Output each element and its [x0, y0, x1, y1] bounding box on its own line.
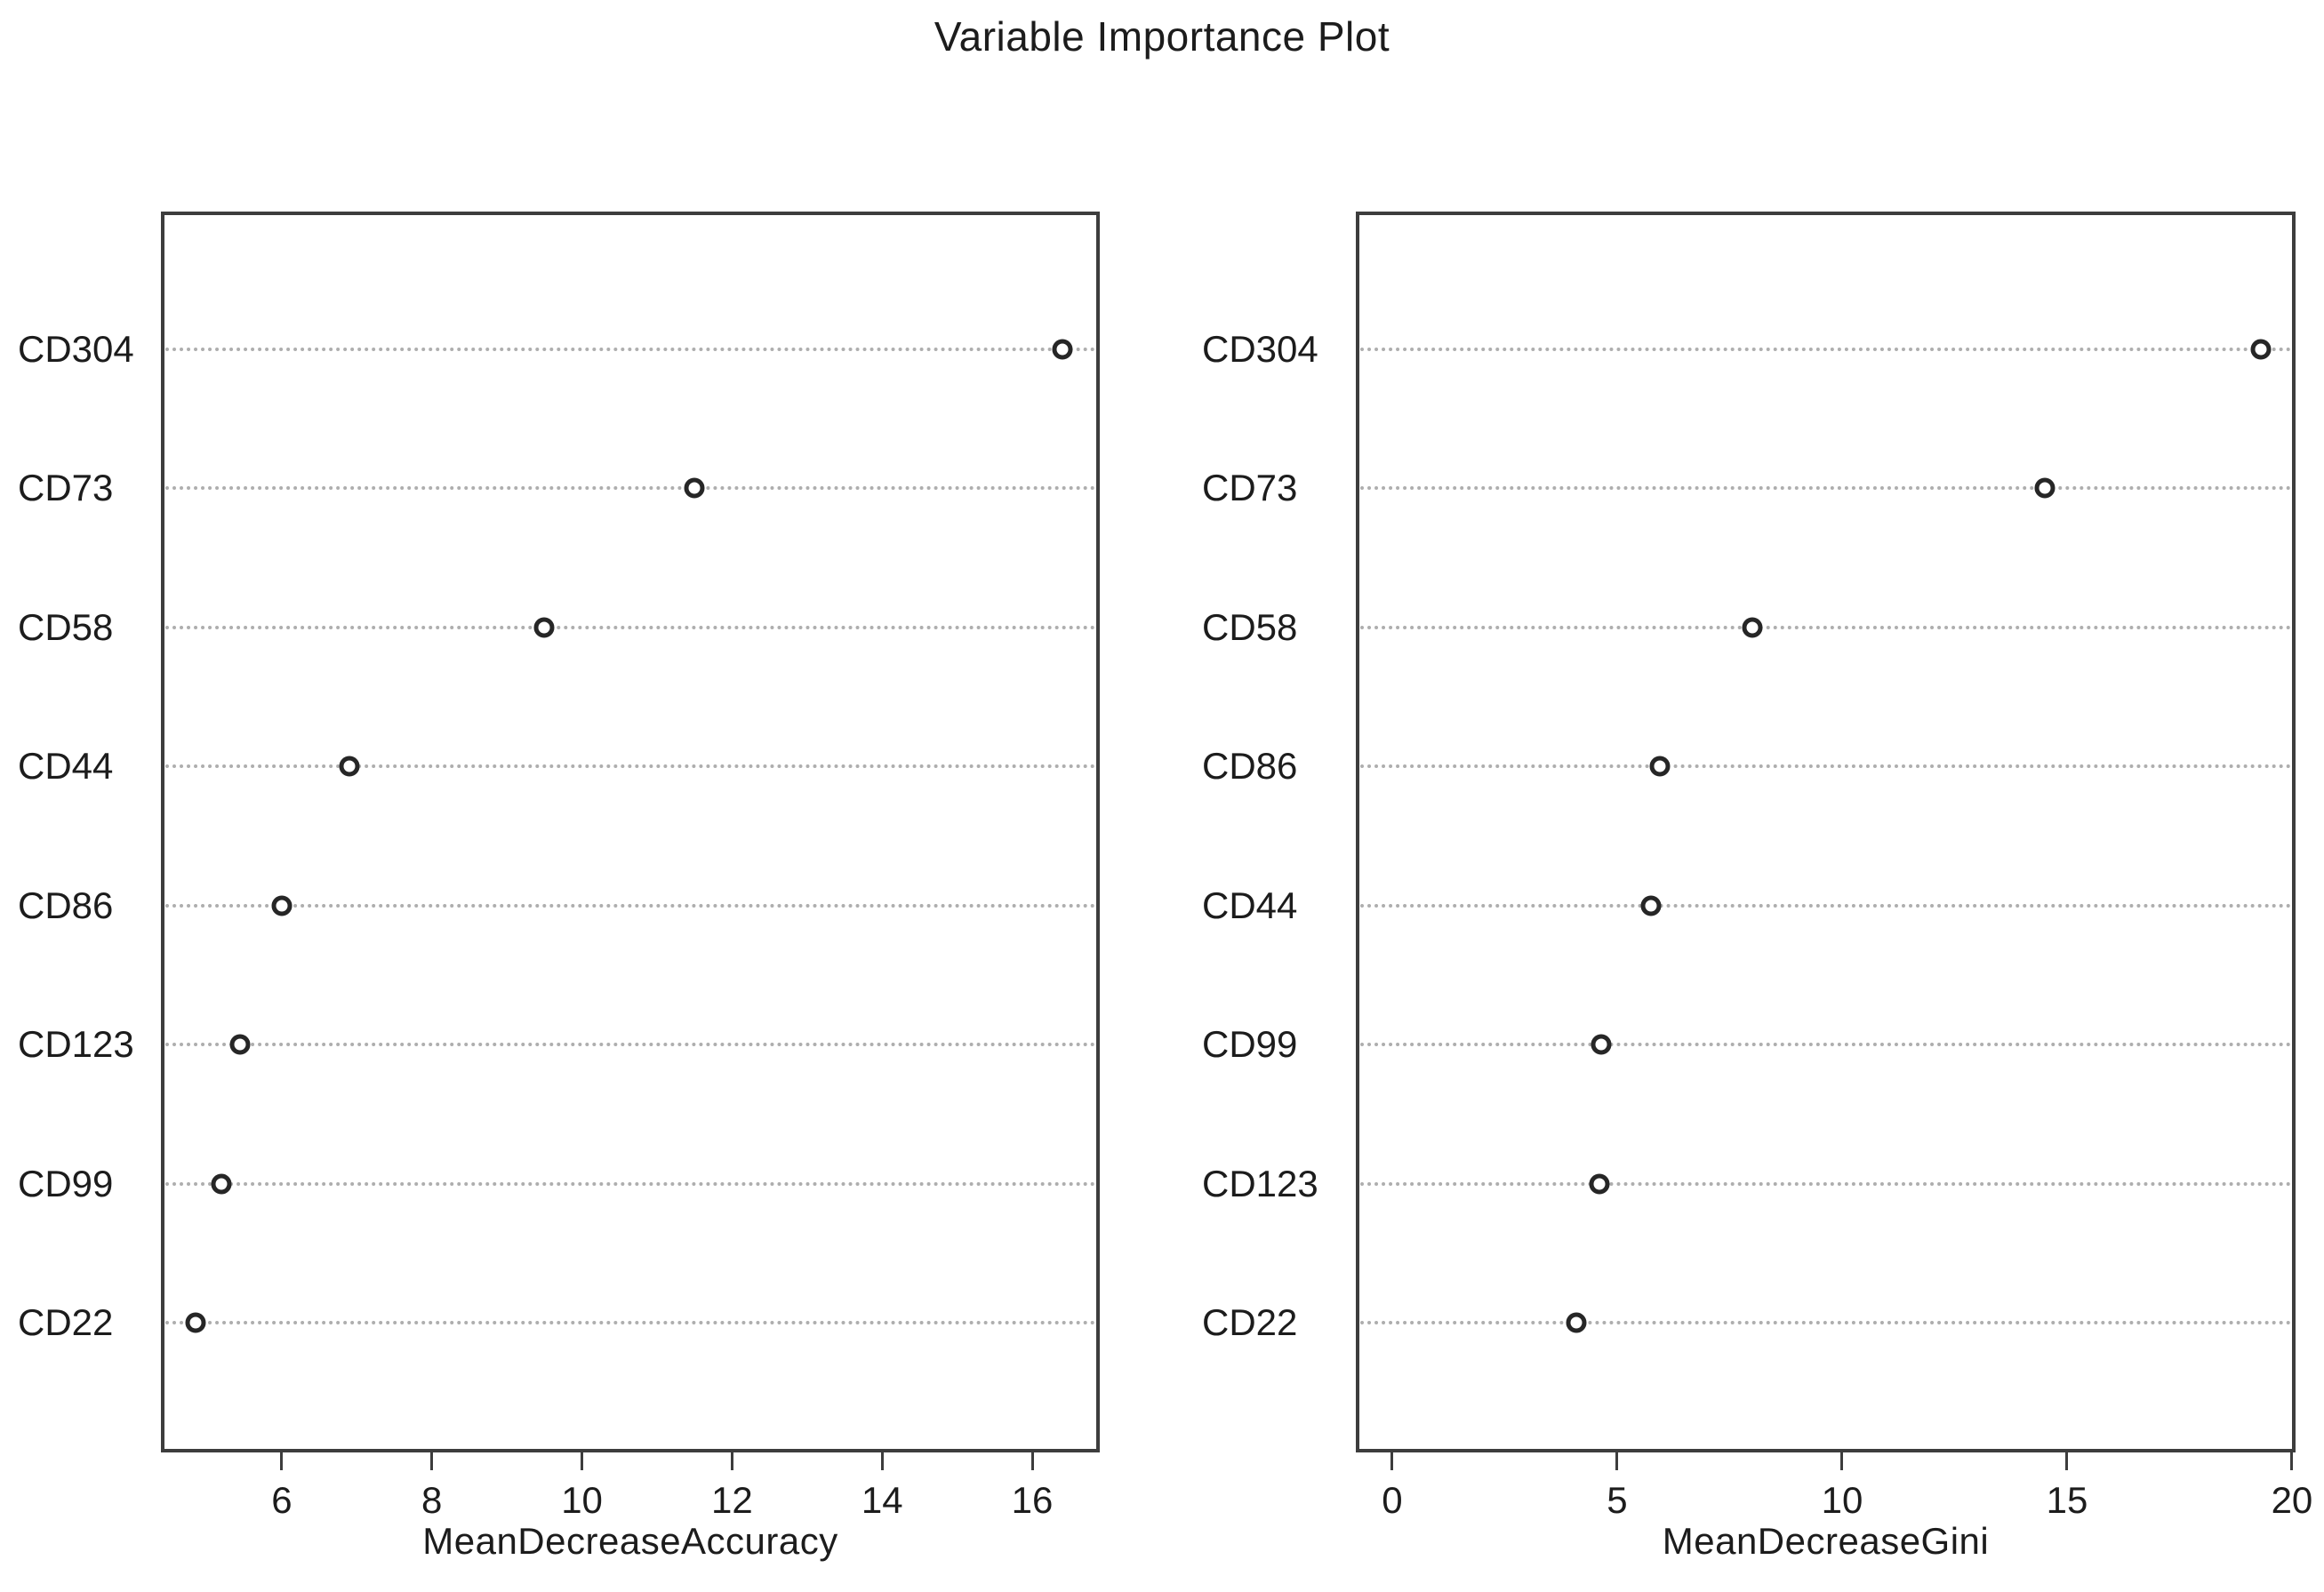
y-axis-label: CD304	[18, 328, 134, 370]
y-axis-label: CD22	[1202, 1301, 1298, 1343]
dotted-gridline	[1360, 625, 2291, 629]
x-axis-tick	[880, 1452, 884, 1470]
y-axis-label: CD73	[18, 467, 114, 509]
y-axis-label: CD44	[1202, 884, 1298, 926]
y-axis-label: CD99	[18, 1162, 114, 1204]
x-axis-title: MeanDecreaseAccuracy	[422, 1520, 838, 1562]
y-axis-label: CD123	[18, 1023, 134, 1066]
x-tick-label: 16	[1011, 1479, 1054, 1521]
data-point	[2250, 339, 2272, 360]
data-point	[1591, 1034, 1612, 1055]
x-tick-label: 10	[1821, 1479, 1863, 1521]
data-point	[1640, 895, 1662, 916]
x-axis-tick	[581, 1452, 584, 1470]
y-axis-label: CD58	[18, 605, 114, 648]
y-axis-label: CD22	[18, 1301, 114, 1343]
data-point	[1649, 756, 1671, 777]
dotted-gridline	[1360, 348, 2291, 351]
x-tick-label: 14	[861, 1479, 903, 1521]
data-point	[339, 756, 360, 777]
data-point	[185, 1312, 206, 1333]
dotted-gridline	[1360, 1321, 2291, 1324]
dotted-gridline	[1360, 1181, 2291, 1186]
data-point	[2034, 477, 2056, 499]
x-axis-tick	[1615, 1452, 1619, 1470]
x-axis-tick	[2065, 1452, 2069, 1470]
dotted-gridline	[1360, 1043, 2291, 1047]
x-tick-label: 15	[2046, 1479, 2088, 1521]
x-axis-tick	[1030, 1452, 1034, 1470]
y-axis-label: CD86	[18, 884, 114, 926]
plot-box	[1356, 212, 2296, 1452]
dotted-gridline	[1360, 764, 2291, 769]
y-axis-label: CD123	[1202, 1162, 1318, 1204]
y-axis-label: CD73	[1202, 467, 1298, 509]
dotted-gridline	[165, 625, 1095, 629]
data-point	[1052, 339, 1073, 360]
x-tick-label: 10	[561, 1479, 603, 1521]
plot-title: Variable Importance Plot	[934, 13, 1390, 60]
x-tick-label: 5	[1607, 1479, 1628, 1521]
data-point	[684, 477, 705, 499]
x-axis-tick	[2290, 1452, 2294, 1470]
y-axis-label: CD44	[18, 745, 114, 788]
x-axis-tick	[430, 1452, 434, 1470]
x-tick-label: 6	[271, 1479, 293, 1521]
dotted-gridline	[165, 903, 1095, 908]
data-point	[533, 617, 555, 638]
x-axis-tick	[1840, 1452, 1844, 1470]
x-axis-tick	[280, 1452, 284, 1470]
dotted-gridline	[165, 1043, 1095, 1047]
data-point	[1742, 617, 1763, 638]
x-tick-label: 20	[2271, 1479, 2313, 1521]
dotted-gridline	[165, 486, 1095, 491]
data-point	[229, 1034, 251, 1055]
x-tick-label: 0	[1382, 1479, 1403, 1521]
data-point	[1589, 1173, 1610, 1195]
x-axis-tick	[730, 1452, 733, 1470]
dotted-gridline	[165, 1181, 1095, 1186]
y-axis-label: CD58	[1202, 605, 1298, 648]
x-axis-title: MeanDecreaseGini	[1662, 1520, 1990, 1562]
y-axis-label: CD99	[1202, 1023, 1298, 1066]
dotted-gridline	[165, 348, 1095, 351]
x-axis-tick	[1390, 1452, 1394, 1470]
y-axis-label: CD304	[1202, 328, 1318, 370]
dotted-gridline	[1360, 486, 2291, 491]
dotted-gridline	[165, 764, 1095, 769]
y-axis-label: CD86	[1202, 745, 1298, 788]
dotted-gridline	[1360, 903, 2291, 908]
data-point	[211, 1173, 232, 1195]
dotted-gridline	[165, 1321, 1095, 1324]
data-point	[271, 895, 293, 916]
x-tick-label: 8	[421, 1479, 443, 1521]
x-tick-label: 12	[711, 1479, 753, 1521]
data-point	[1566, 1312, 1587, 1333]
plot-box	[161, 212, 1100, 1452]
